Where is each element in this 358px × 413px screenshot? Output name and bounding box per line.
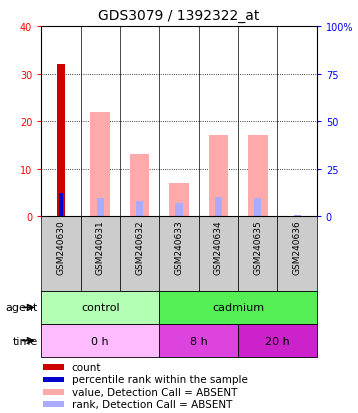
Bar bbox=[41, 324, 159, 357]
Bar bbox=[238, 217, 277, 291]
Bar bbox=[97, 199, 104, 217]
Text: 20 h: 20 h bbox=[265, 336, 290, 346]
Bar bbox=[136, 202, 143, 217]
Bar bbox=[159, 291, 317, 324]
Text: GSM240636: GSM240636 bbox=[292, 220, 302, 274]
Bar bbox=[215, 198, 222, 217]
Bar bbox=[175, 204, 183, 217]
Text: GSM240630: GSM240630 bbox=[56, 220, 66, 274]
Bar bbox=[169, 183, 189, 217]
Bar bbox=[59, 194, 63, 217]
Bar bbox=[90, 112, 110, 217]
Bar bbox=[41, 291, 159, 324]
Bar bbox=[81, 217, 120, 291]
Bar bbox=[43, 377, 64, 382]
Text: cadmium: cadmium bbox=[212, 303, 264, 313]
Bar bbox=[43, 401, 64, 407]
Bar bbox=[120, 217, 159, 291]
Bar bbox=[199, 217, 238, 291]
Bar bbox=[254, 199, 261, 217]
Bar bbox=[248, 136, 267, 217]
Text: value, Detection Call = ABSENT: value, Detection Call = ABSENT bbox=[72, 387, 237, 397]
Text: agent: agent bbox=[5, 303, 38, 313]
Text: rank, Detection Call = ABSENT: rank, Detection Call = ABSENT bbox=[72, 399, 232, 409]
Bar bbox=[57, 65, 65, 217]
Text: GSM240635: GSM240635 bbox=[253, 220, 262, 274]
Text: GDS3079 / 1392322_at: GDS3079 / 1392322_at bbox=[98, 9, 260, 23]
Bar bbox=[277, 217, 317, 291]
Bar bbox=[294, 215, 301, 217]
Bar bbox=[41, 217, 81, 291]
Text: percentile rank within the sample: percentile rank within the sample bbox=[72, 375, 247, 385]
Bar bbox=[238, 324, 317, 357]
Bar bbox=[43, 365, 64, 370]
Text: control: control bbox=[81, 303, 120, 313]
Text: time: time bbox=[12, 336, 38, 346]
Bar bbox=[159, 217, 199, 291]
Text: GSM240634: GSM240634 bbox=[214, 220, 223, 274]
Text: GSM240632: GSM240632 bbox=[135, 220, 144, 274]
Text: 0 h: 0 h bbox=[91, 336, 109, 346]
Text: GSM240633: GSM240633 bbox=[174, 220, 184, 274]
Text: 8 h: 8 h bbox=[190, 336, 208, 346]
Bar bbox=[208, 136, 228, 217]
Bar bbox=[159, 324, 238, 357]
Bar bbox=[130, 155, 149, 217]
Text: GSM240631: GSM240631 bbox=[96, 220, 105, 274]
Bar bbox=[43, 389, 64, 394]
Text: count: count bbox=[72, 362, 101, 372]
